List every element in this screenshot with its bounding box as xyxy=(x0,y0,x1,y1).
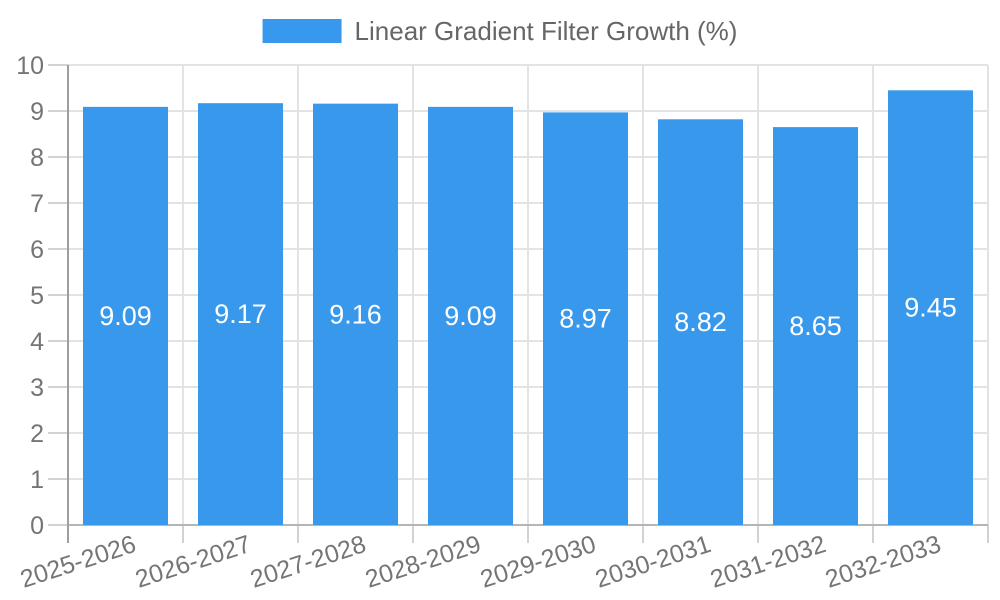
bar-value-label: 9.09 xyxy=(99,301,152,331)
bar-2027-2028[interactable] xyxy=(313,103,398,525)
chart-legend[interactable]: Linear Gradient Filter Growth (%) xyxy=(262,16,738,46)
bar-2029-2030[interactable] xyxy=(543,112,628,525)
x-axis-tick-label: 2027-2028 xyxy=(247,530,369,594)
y-axis-tick-label: 9 xyxy=(30,98,44,126)
x-axis-tick-label: 2029-2030 xyxy=(477,530,599,594)
y-axis-tick-label: 8 xyxy=(30,144,44,172)
x-axis-tick-label: 2032-2033 xyxy=(822,530,944,594)
legend-swatch xyxy=(262,19,342,43)
bar-value-label: 9.17 xyxy=(214,299,267,329)
x-axis-tick-label: 2028-2029 xyxy=(362,530,484,594)
y-axis-tick-label: 3 xyxy=(30,374,44,402)
bar-2031-2032[interactable] xyxy=(773,127,858,525)
bar-2028-2029[interactable] xyxy=(428,106,513,526)
bar-value-label: 9.45 xyxy=(904,293,957,323)
bar-value-label: 8.97 xyxy=(559,304,612,334)
x-axis-tick-label: 2030-2031 xyxy=(592,530,714,594)
bar-value-label: 8.65 xyxy=(789,311,842,341)
bar-2025-2026[interactable] xyxy=(83,106,168,526)
y-axis-tick-label: 5 xyxy=(30,282,44,310)
y-axis-tick-label: 10 xyxy=(16,52,44,80)
y-axis-tick-label: 7 xyxy=(30,190,44,218)
x-axis-tick-label: 2026-2027 xyxy=(132,530,254,594)
y-axis-tick-label: 4 xyxy=(30,328,44,356)
bar-value-label: 8.82 xyxy=(674,307,727,337)
legend-label: Linear Gradient Filter Growth (%) xyxy=(354,16,738,46)
y-axis-tick-label: 2 xyxy=(30,420,44,448)
bar-2026-2027[interactable] xyxy=(198,103,283,526)
y-axis-tick-label: 6 xyxy=(30,236,44,264)
x-axis-tick-label: 2031-2032 xyxy=(707,530,829,594)
bar-value-label: 9.09 xyxy=(444,301,497,331)
bar-value-label: 9.16 xyxy=(329,299,382,329)
y-axis-tick-label: 1 xyxy=(30,466,44,494)
bar-2030-2031[interactable] xyxy=(658,119,743,525)
y-axis-tick-label: 0 xyxy=(30,512,44,540)
bar-2032-2033[interactable] xyxy=(888,90,973,526)
